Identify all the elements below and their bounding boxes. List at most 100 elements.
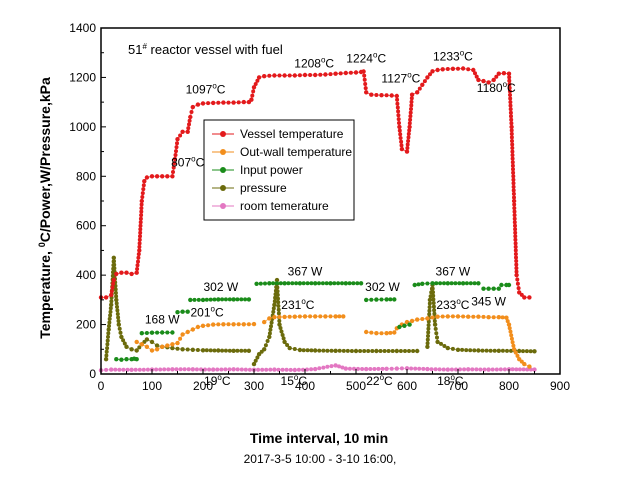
data-point	[416, 282, 421, 287]
data-point	[378, 349, 383, 353]
data-point	[272, 299, 277, 304]
data-point	[174, 149, 178, 154]
data-point	[114, 294, 119, 299]
data-point	[189, 110, 194, 114]
data-point	[204, 348, 209, 353]
x-tick-label: 200	[193, 379, 213, 393]
data-point	[517, 290, 522, 295]
data-point	[192, 297, 197, 302]
data-point	[317, 366, 322, 371]
data-point	[279, 329, 284, 334]
data-point	[435, 314, 440, 319]
data-point	[139, 209, 144, 214]
data-point	[398, 136, 403, 140]
data-point	[247, 367, 252, 372]
y-tick-label: 400	[76, 268, 96, 282]
data-point	[405, 142, 410, 147]
data-point	[113, 287, 118, 292]
data-point	[394, 93, 399, 99]
data-point	[219, 367, 224, 372]
data-point	[528, 349, 533, 354]
data-point	[185, 329, 190, 335]
data-point	[292, 314, 297, 319]
data-point	[502, 367, 507, 372]
data-point	[231, 297, 236, 302]
data-point	[129, 271, 134, 277]
data-point	[290, 281, 295, 286]
data-point	[116, 315, 121, 320]
data-point	[282, 314, 287, 320]
data-point	[138, 230, 143, 235]
data-point	[135, 267, 140, 271]
data-point	[212, 348, 217, 353]
data-point	[275, 289, 280, 294]
data-point	[515, 277, 520, 282]
data-point	[272, 302, 277, 307]
data-point	[208, 297, 213, 302]
data-point	[318, 72, 323, 77]
data-point	[160, 344, 165, 349]
data-point	[362, 349, 367, 353]
data-point	[276, 296, 280, 301]
data-point	[515, 281, 520, 286]
data-point	[511, 347, 517, 352]
data-point	[111, 255, 117, 260]
data-point	[491, 315, 496, 320]
data-point	[362, 73, 367, 78]
data-point	[138, 227, 143, 232]
data-point	[427, 297, 433, 303]
data-point	[267, 334, 272, 340]
data-point	[116, 322, 122, 327]
data-point	[431, 301, 436, 305]
data-point	[343, 281, 348, 286]
data-point	[195, 102, 201, 107]
data-point	[509, 336, 514, 341]
data-point	[256, 75, 262, 80]
data-point	[439, 341, 443, 346]
value-annotation: 201oC	[191, 304, 224, 319]
data-point	[142, 179, 147, 184]
data-point	[511, 184, 516, 189]
data-point	[512, 220, 517, 225]
data-point	[492, 348, 497, 353]
data-point	[195, 324, 201, 330]
data-point	[308, 73, 313, 77]
data-point	[510, 142, 515, 147]
data-point	[513, 237, 518, 242]
data-point	[426, 326, 431, 331]
data-point	[366, 349, 371, 353]
data-point	[507, 82, 512, 87]
data-point	[426, 334, 430, 338]
data-point	[109, 292, 114, 298]
data-point	[134, 348, 139, 353]
data-point	[255, 78, 260, 83]
data-point	[525, 367, 530, 372]
data-point	[431, 293, 436, 298]
data-point	[103, 357, 109, 362]
data-point	[484, 348, 489, 353]
data-point	[212, 297, 217, 302]
data-point	[162, 367, 167, 372]
data-point	[220, 348, 225, 353]
data-point	[407, 349, 411, 353]
data-point	[394, 366, 399, 371]
data-point	[280, 367, 285, 372]
data-point	[427, 305, 432, 310]
data-point	[490, 367, 495, 372]
data-point	[226, 322, 231, 327]
data-point	[170, 330, 175, 335]
data-point	[513, 227, 518, 232]
data-point	[296, 367, 301, 372]
data-point	[124, 344, 129, 349]
data-point	[511, 174, 516, 179]
data-point	[425, 316, 430, 321]
data-point	[427, 301, 432, 306]
data-point	[511, 177, 516, 182]
data-point	[112, 259, 116, 264]
data-point	[178, 367, 183, 372]
data-point	[369, 92, 374, 97]
data-point	[389, 93, 394, 98]
data-point	[139, 213, 144, 218]
data-point	[175, 310, 180, 315]
data-point	[302, 72, 308, 78]
